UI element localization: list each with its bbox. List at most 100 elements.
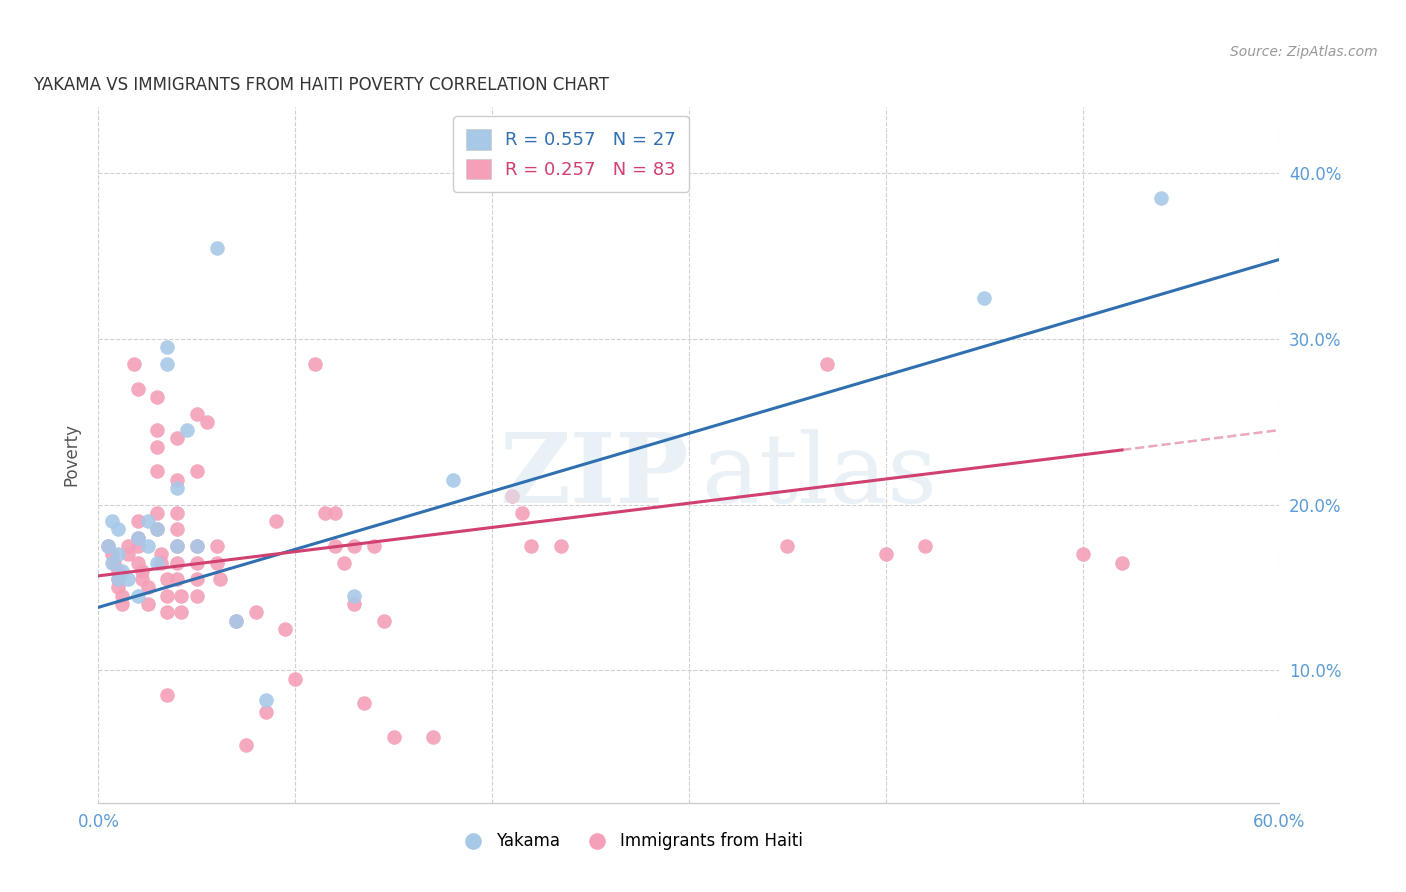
Point bbox=[107, 547, 129, 561]
Point bbox=[136, 597, 159, 611]
Point bbox=[127, 382, 149, 396]
Point bbox=[117, 539, 139, 553]
Point bbox=[343, 597, 366, 611]
Point bbox=[284, 672, 307, 686]
Point bbox=[156, 572, 179, 586]
Y-axis label: Poverty: Poverty bbox=[62, 424, 80, 486]
Point bbox=[166, 431, 188, 445]
Point bbox=[422, 730, 444, 744]
Point bbox=[166, 523, 188, 537]
Point bbox=[166, 473, 188, 487]
Point bbox=[520, 539, 543, 553]
Point bbox=[304, 357, 326, 371]
Legend: Yakama, Immigrants from Haiti: Yakama, Immigrants from Haiti bbox=[450, 826, 810, 857]
Point bbox=[146, 465, 169, 479]
Point bbox=[225, 614, 247, 628]
Point bbox=[146, 390, 169, 404]
Point bbox=[107, 572, 129, 586]
Point bbox=[501, 489, 523, 503]
Point bbox=[117, 547, 139, 561]
Point bbox=[107, 564, 129, 578]
Point bbox=[815, 357, 838, 371]
Point bbox=[127, 531, 149, 545]
Text: YAKAMA VS IMMIGRANTS FROM HAITI POVERTY CORRELATION CHART: YAKAMA VS IMMIGRANTS FROM HAITI POVERTY … bbox=[34, 77, 609, 95]
Point bbox=[186, 572, 208, 586]
Point bbox=[875, 547, 897, 561]
Point bbox=[550, 539, 572, 553]
Point bbox=[127, 514, 149, 528]
Point bbox=[170, 605, 193, 619]
Point bbox=[101, 547, 124, 561]
Point bbox=[107, 581, 129, 595]
Point bbox=[264, 514, 287, 528]
Point bbox=[254, 693, 277, 707]
Point bbox=[205, 539, 228, 553]
Point bbox=[97, 539, 120, 553]
Point bbox=[323, 539, 346, 553]
Point bbox=[111, 597, 134, 611]
Point bbox=[146, 523, 169, 537]
Point bbox=[441, 473, 464, 487]
Text: atlas: atlas bbox=[700, 429, 936, 523]
Point bbox=[97, 539, 120, 553]
Point bbox=[1150, 191, 1173, 205]
Text: Source: ZipAtlas.com: Source: ZipAtlas.com bbox=[1230, 45, 1378, 59]
Point bbox=[166, 539, 188, 553]
Point bbox=[122, 357, 145, 371]
Point bbox=[156, 589, 179, 603]
Point bbox=[101, 556, 124, 570]
Point bbox=[166, 556, 188, 570]
Point bbox=[186, 539, 208, 553]
Point bbox=[166, 572, 188, 586]
Point bbox=[186, 556, 208, 570]
Point bbox=[170, 589, 193, 603]
Point bbox=[146, 440, 169, 454]
Point bbox=[127, 589, 149, 603]
Point bbox=[103, 556, 125, 570]
Point bbox=[166, 539, 188, 553]
Point bbox=[136, 581, 159, 595]
Point bbox=[776, 539, 799, 553]
Point bbox=[343, 589, 366, 603]
Point bbox=[382, 730, 405, 744]
Point bbox=[373, 614, 395, 628]
Point bbox=[274, 622, 297, 636]
Point bbox=[117, 572, 139, 586]
Point bbox=[235, 738, 257, 752]
Point bbox=[146, 423, 169, 437]
Point bbox=[323, 506, 346, 520]
Point bbox=[166, 506, 188, 520]
Point bbox=[131, 564, 153, 578]
Point bbox=[914, 539, 936, 553]
Point bbox=[973, 291, 995, 305]
Point bbox=[127, 556, 149, 570]
Point bbox=[107, 523, 129, 537]
Point bbox=[1111, 556, 1133, 570]
Point bbox=[363, 539, 385, 553]
Point bbox=[333, 556, 356, 570]
Point bbox=[205, 241, 228, 255]
Point bbox=[111, 589, 134, 603]
Point bbox=[156, 605, 179, 619]
Point bbox=[1071, 547, 1094, 561]
Point bbox=[127, 539, 149, 553]
Point bbox=[156, 357, 179, 371]
Point bbox=[353, 697, 375, 711]
Point bbox=[136, 514, 159, 528]
Point bbox=[150, 556, 173, 570]
Point bbox=[146, 556, 169, 570]
Point bbox=[146, 506, 169, 520]
Point bbox=[245, 605, 267, 619]
Point bbox=[186, 589, 208, 603]
Point bbox=[131, 572, 153, 586]
Point bbox=[127, 531, 149, 545]
Text: ZIP: ZIP bbox=[499, 429, 689, 523]
Point bbox=[156, 688, 179, 702]
Point bbox=[156, 340, 179, 354]
Point bbox=[254, 705, 277, 719]
Point bbox=[166, 481, 188, 495]
Point bbox=[510, 506, 533, 520]
Point bbox=[225, 614, 247, 628]
Point bbox=[150, 547, 173, 561]
Point bbox=[146, 523, 169, 537]
